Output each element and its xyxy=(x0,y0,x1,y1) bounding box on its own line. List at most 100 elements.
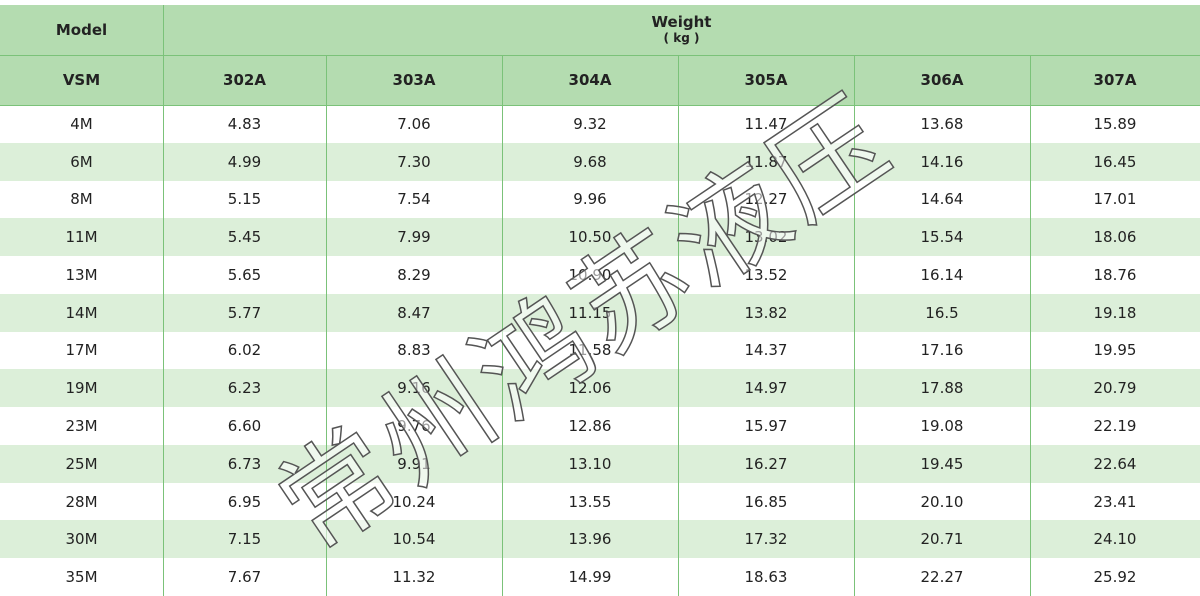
column-header: 306A xyxy=(854,55,1030,105)
weight-cell: 20.79 xyxy=(1093,379,1137,398)
weight-cell: 15.97 xyxy=(744,417,788,436)
weight-cell: 16.14 xyxy=(920,265,964,284)
weight-cell: 17.88 xyxy=(920,379,964,398)
column-header: 303A xyxy=(326,55,502,105)
model-cell: 23M xyxy=(65,417,98,436)
weight-cell: 8.29 xyxy=(397,265,431,284)
weight-cell: 7.67 xyxy=(227,568,262,587)
model-cell: 8M xyxy=(70,190,93,209)
row-bg xyxy=(0,293,1200,332)
model-cell: 25M xyxy=(65,454,98,473)
model-cell: 4M xyxy=(70,114,93,133)
weight-cell: 6.60 xyxy=(227,417,262,436)
weight-cell: 10.54 xyxy=(392,530,436,549)
weight-cell: 17.32 xyxy=(744,530,788,549)
model-cell: 11M xyxy=(65,228,98,247)
weight-cell: 10.90 xyxy=(568,265,612,284)
weight-cell: 14.97 xyxy=(744,379,788,398)
column-divider xyxy=(163,5,164,596)
divider xyxy=(0,55,1200,56)
column-divider xyxy=(678,55,679,596)
weight-cell: 12.27 xyxy=(744,190,788,209)
weight-cell: 17.01 xyxy=(1093,190,1137,209)
weight-cell: 9.32 xyxy=(573,114,607,133)
row-bg xyxy=(0,407,1200,445)
weight-cell: 10.24 xyxy=(392,492,436,511)
weight-cell: 11.87 xyxy=(744,152,788,171)
weight-cell: 15.54 xyxy=(920,228,964,247)
weight-cell: 9.96 xyxy=(573,190,607,209)
model-cell: 28M xyxy=(65,492,98,511)
weight-cell: 7.06 xyxy=(397,114,431,133)
weight-cell: 13.96 xyxy=(568,530,612,549)
column-divider xyxy=(1030,55,1031,596)
weight-cell: 19.95 xyxy=(1093,341,1137,360)
model-cell: 19M xyxy=(65,379,98,398)
weight-cell: 14.99 xyxy=(568,568,612,587)
weight-cell: 4.99 xyxy=(227,152,262,171)
weight-title: Weight xyxy=(651,13,712,31)
row-bg xyxy=(0,256,1200,294)
weight-cell: 5.65 xyxy=(227,265,262,284)
row-bg xyxy=(0,482,1200,521)
weight-cell: 16.85 xyxy=(744,492,788,511)
model-cell: 14M xyxy=(65,303,98,322)
weight-cell: 14.64 xyxy=(920,190,964,209)
row-bg xyxy=(0,520,1200,559)
column-header: 307A xyxy=(1030,55,1200,105)
divider xyxy=(0,105,1200,106)
weight-cell: 13.55 xyxy=(568,492,612,511)
weight-cell: 9.16 xyxy=(397,379,431,398)
weight-cell: 15.89 xyxy=(1093,114,1137,133)
weight-cell: 24.10 xyxy=(1093,530,1137,549)
weight-cell: 4.83 xyxy=(227,114,262,133)
weight-cell: 8.47 xyxy=(397,303,431,322)
row-bg xyxy=(0,218,1200,257)
weight-cell: 14.16 xyxy=(920,152,964,171)
weight-cell: 18.76 xyxy=(1093,265,1137,284)
weight-cell: 12.86 xyxy=(568,417,612,436)
model-cell: 6M xyxy=(70,152,93,171)
column-divider xyxy=(854,55,855,596)
weight-cell: 16.45 xyxy=(1093,152,1137,171)
weight-cell: 25.92 xyxy=(1093,568,1137,587)
weight-cell: 13.52 xyxy=(744,265,788,284)
weight-cell: 19.18 xyxy=(1093,303,1137,322)
row-bg xyxy=(0,558,1200,596)
weight-cell: 7.15 xyxy=(227,530,262,549)
weight-cell: 11.32 xyxy=(392,568,436,587)
weight-cell: 18.06 xyxy=(1093,228,1137,247)
weight-cell: 13.02 xyxy=(744,228,788,247)
weight-cell: 11.58 xyxy=(568,341,612,360)
weight-cell: 10.50 xyxy=(568,228,612,247)
weight-cell: 6.02 xyxy=(227,341,262,360)
weight-cell: 22.19 xyxy=(1093,417,1137,436)
weight-cell: 12.06 xyxy=(568,379,612,398)
weight-cell: 11.15 xyxy=(568,303,612,322)
weight-cell: 22.64 xyxy=(1093,454,1137,473)
weight-cell: 13.10 xyxy=(568,454,612,473)
model-cell: 35M xyxy=(65,568,98,587)
weight-cell: 9.68 xyxy=(573,152,607,171)
weight-cell: 20.71 xyxy=(920,530,964,549)
weight-cell: 5.77 xyxy=(227,303,262,322)
weight-cell: 14.37 xyxy=(744,341,788,360)
weight-cell: 5.15 xyxy=(227,190,262,209)
column-divider xyxy=(326,55,327,596)
column-header: 304A xyxy=(502,55,678,105)
weight-cell: 7.54 xyxy=(397,190,431,209)
weight-cell: 13.82 xyxy=(744,303,788,322)
weight-cell: 6.95 xyxy=(227,492,262,511)
weight-cell: 16.5 xyxy=(925,303,959,322)
weight-cell: 7.30 xyxy=(397,152,431,171)
weight-cell: 17.16 xyxy=(920,341,964,360)
row-bg xyxy=(0,331,1200,370)
model-cell: 30M xyxy=(65,530,98,549)
weight-header: Weight ( kg ) xyxy=(163,5,1200,55)
row-bg xyxy=(0,369,1200,408)
weight-cell: 8.83 xyxy=(397,341,431,360)
column-header: VSM xyxy=(0,55,163,105)
weight-cell: 18.63 xyxy=(744,568,788,587)
model-cell: 17M xyxy=(65,341,98,360)
